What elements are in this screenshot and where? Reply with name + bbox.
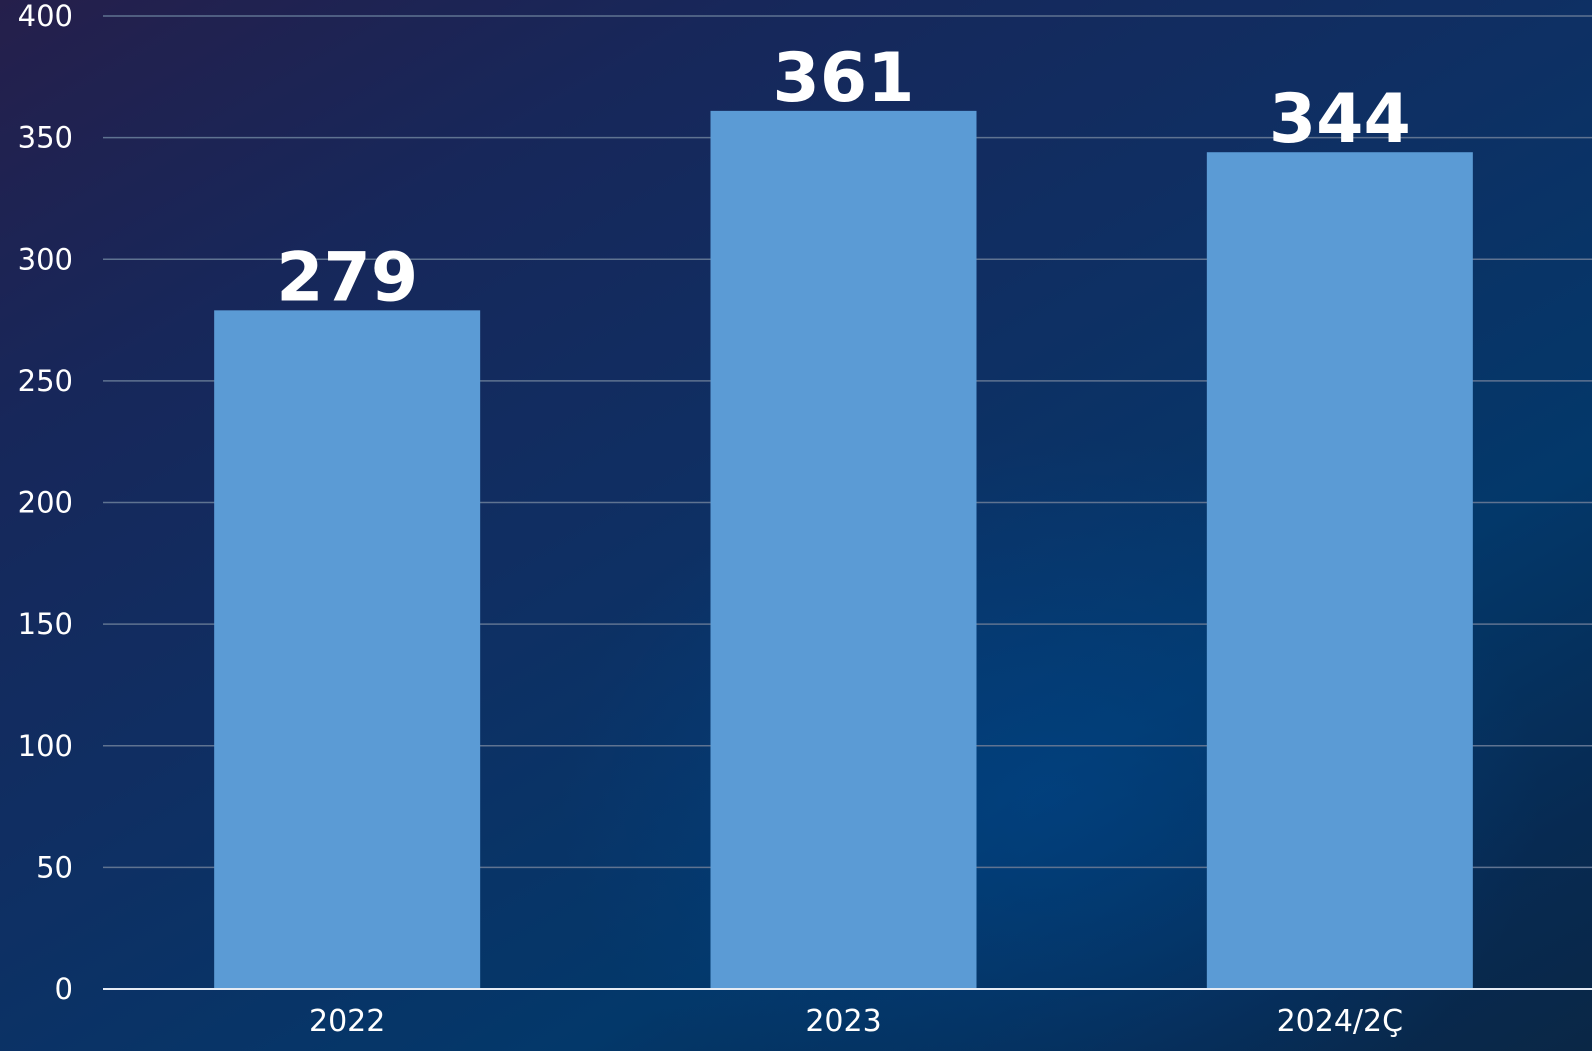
- bars: [214, 110, 1473, 990]
- data-label: 344: [1269, 80, 1411, 159]
- bar-2024-2-: [1206, 152, 1473, 990]
- y-tick-label: 50: [36, 850, 73, 884]
- x-tick-label: 2023: [805, 1004, 881, 1039]
- y-tick-label: 300: [18, 242, 73, 276]
- bar-2023: [710, 110, 977, 990]
- y-tick-label: 400: [18, 0, 73, 33]
- y-tick-label: 0: [55, 972, 73, 1006]
- y-tick-label: 250: [18, 364, 73, 398]
- y-tick-label: 200: [18, 486, 73, 520]
- axes: 0 50 100 150 200 250 300 350 400 2022 2023 2024/2Ç: [18, 0, 1592, 1039]
- labels: 279 361 344: [276, 39, 1411, 317]
- bar-2022: [214, 310, 481, 989]
- data-label: 279: [276, 238, 418, 317]
- x-tick-label: 2022: [309, 1004, 385, 1039]
- x-tick-label: 2024/2Ç: [1277, 1004, 1404, 1039]
- y-tick-label: 150: [18, 607, 73, 641]
- data-label: 361: [773, 39, 915, 118]
- y-tick-label: 100: [18, 729, 73, 763]
- y-tick-label: 350: [18, 121, 73, 155]
